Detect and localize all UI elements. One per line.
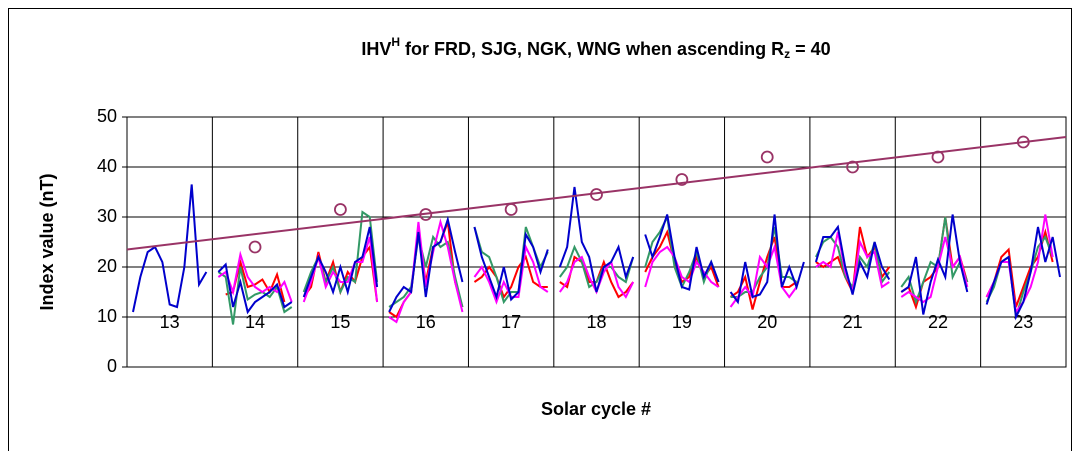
x-tick-label: 18: [586, 312, 606, 332]
marker: [504, 203, 518, 216]
series-line: [729, 243, 798, 308]
series-line: [302, 226, 379, 298]
series-line: [814, 224, 891, 295]
y-tick-label: 0: [107, 356, 117, 376]
marker: [760, 150, 774, 164]
x-tick-label: 17: [501, 312, 521, 332]
x-tick-label: 13: [160, 312, 180, 332]
x-tick-label: 22: [928, 312, 948, 332]
y-axis-label: Index value (nT): [37, 173, 57, 310]
marker: [1016, 135, 1030, 149]
series-line: [558, 186, 635, 293]
trend-line: [126, 136, 1067, 251]
series-line: [388, 234, 464, 308]
title-superscript: H: [391, 35, 400, 49]
series-line: [900, 216, 969, 306]
series-line: [132, 184, 208, 313]
marker: [334, 203, 347, 216]
x-tick-label: 21: [843, 312, 863, 332]
series-line: [388, 215, 464, 313]
chart-title: IHVH for FRD, SJG, NGK, WNG when ascendi…: [361, 35, 830, 61]
y-tick-label: 50: [97, 106, 117, 126]
x-tick-label: 20: [757, 312, 777, 332]
series-line: [217, 262, 293, 315]
y-tick-label: 40: [97, 156, 117, 176]
marker: [590, 188, 603, 201]
series-line: [729, 214, 805, 305]
series-line: [644, 245, 720, 288]
marker: [675, 173, 689, 186]
x-tick-label: 14: [245, 312, 265, 332]
x-axis-label: Solar cycle #: [541, 399, 651, 419]
title-part: for FRD, SJG, NGK, WNG when ascending R: [400, 39, 784, 59]
series-line: [388, 218, 464, 324]
series-line: [900, 236, 969, 304]
marker: [931, 150, 945, 164]
title-subscript: z: [784, 47, 790, 61]
series-line: [644, 214, 720, 291]
series-line: [985, 226, 1061, 321]
y-tick-label: 10: [97, 306, 117, 326]
plot-area: [126, 116, 1067, 368]
marker: [248, 240, 262, 254]
x-tick-label: 19: [672, 312, 692, 332]
x-tick-label: 16: [416, 312, 436, 332]
y-tick-label: 20: [97, 256, 117, 276]
series-line: [217, 250, 293, 303]
x-tick-label: 23: [1013, 312, 1033, 332]
series-line: [900, 214, 969, 315]
marker: [419, 208, 433, 221]
series-line: [217, 266, 293, 325]
x-tick-label: 15: [330, 312, 350, 332]
series-line: [559, 244, 635, 289]
marker: [846, 160, 859, 174]
series-line: [473, 226, 549, 302]
y-tick-label: 30: [97, 206, 117, 226]
title-part: = 40: [790, 39, 831, 59]
title-part: IHV: [361, 39, 391, 59]
